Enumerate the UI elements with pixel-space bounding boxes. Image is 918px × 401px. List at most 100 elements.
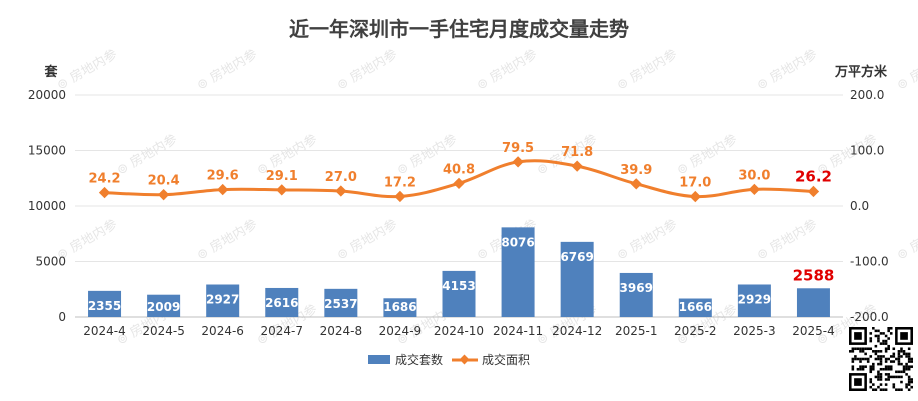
- watermark-text: ⊚ 房地内参: [194, 216, 260, 263]
- bar: [383, 298, 417, 317]
- right-tick-label: -100.0: [850, 255, 889, 269]
- line-value-label: 27.0: [325, 170, 357, 185]
- line-marker: [217, 183, 229, 196]
- left-tick-label: 0: [58, 310, 66, 324]
- x-tick-label: 2025-2: [674, 324, 717, 338]
- line-marker: [512, 156, 524, 168]
- x-tick-label: 2024-10: [434, 324, 484, 338]
- bar: [619, 272, 653, 317]
- bar: [737, 284, 771, 317]
- line-marker: [276, 184, 288, 196]
- x-tick-label: 2024-11: [493, 324, 543, 338]
- line-value-label: 29.6: [207, 169, 239, 184]
- bar-value-label: 4153: [442, 279, 475, 293]
- bar: [796, 288, 830, 317]
- x-tick-label: 2025-3: [733, 324, 776, 338]
- x-tick-label: 2024-4: [83, 324, 126, 338]
- watermark-text: ⊚ 房地内参: [674, 131, 740, 178]
- bar-series: [88, 227, 830, 317]
- line-value-label: 20.4: [148, 174, 180, 189]
- bar-value-label: 2355: [88, 299, 121, 313]
- legend-line-marker: [459, 354, 470, 365]
- bar: [501, 227, 535, 317]
- line-value-label: 29.1: [266, 169, 298, 184]
- x-tick-label: 2024-7: [261, 324, 304, 338]
- watermark-text: ⊚ 房地内参: [334, 46, 400, 93]
- line-marker: [98, 186, 111, 199]
- bar: [147, 294, 181, 317]
- watermark-text: ⊚ 房地内参: [194, 46, 260, 93]
- bar-value-label: 2616: [265, 296, 298, 310]
- line-value-label: 79.5: [502, 141, 534, 156]
- bar-value-label: 3969: [620, 281, 653, 295]
- bar: [206, 284, 240, 317]
- bar: [88, 290, 122, 317]
- x-tick-label: 2024-12: [552, 324, 602, 338]
- line-marker: [335, 185, 347, 197]
- watermark-text: ⊚ 房地内参: [894, 46, 918, 93]
- right-tick-label: -200.0: [850, 310, 889, 324]
- watermark-text: ⊚ 房地内参: [754, 216, 820, 263]
- bar: [560, 241, 594, 317]
- line-value-label: 30.0: [738, 168, 770, 183]
- line-marker: [748, 183, 761, 196]
- watermark-text: ⊚ 房地内参: [754, 46, 820, 93]
- legend-line-label: 成交面积: [482, 352, 530, 367]
- bar-value-label: 2927: [206, 293, 239, 307]
- left-axis-unit: 套: [43, 64, 58, 80]
- line-marker: [394, 190, 406, 203]
- line-value-label: 26.2: [795, 167, 832, 185]
- watermark-text: ⊚ 房地内参: [614, 46, 680, 93]
- bar-value-label: 1686: [383, 300, 416, 314]
- line-marker: [571, 160, 583, 172]
- left-tick-label: 15000: [28, 144, 66, 158]
- qr-code-image: [849, 327, 913, 391]
- right-axis-unit: 万平方米: [834, 64, 888, 80]
- line-marker: [807, 185, 820, 198]
- line-value-labels: 24.2 20.4 29.6 29.1 27.0 17.2 40.8 79.5 71.8 39.9…: [88, 141, 831, 191]
- bar: [678, 298, 712, 317]
- x-axis-ticks: 2024-4 2024-5 2024-6 2024-7 2024-8 2024-9 2024…: [83, 324, 834, 338]
- bar-value-label: 2537: [324, 297, 357, 311]
- x-tick-label: 2024-8: [320, 324, 363, 338]
- line-value-label: 40.8: [443, 162, 475, 177]
- line-marker: [630, 178, 642, 190]
- bar-value-labels: 2355 2009 2927 2616 2537 1686 4153 8076 6769 3969…: [88, 235, 835, 314]
- left-tick-label: 5000: [35, 255, 66, 269]
- bar-value-label: 1666: [679, 300, 712, 314]
- bar-value-label: 6769: [560, 250, 593, 264]
- bar-value-label: 2929: [738, 292, 771, 306]
- watermark-text: ⊚ 房地内参: [114, 131, 180, 178]
- line-markers: [98, 156, 820, 203]
- line-value-label: 17.0: [679, 176, 711, 191]
- x-tick-label: 2025-1: [615, 324, 658, 338]
- watermark-text: ⊚ 房地内参: [614, 216, 680, 263]
- bar: [442, 270, 476, 317]
- line-value-label: 24.2: [88, 172, 120, 187]
- watermark-text: ⊚ 房地内参: [474, 46, 540, 93]
- legend: 成交套数 成交面积: [368, 352, 530, 367]
- x-tick-label: 2024-5: [142, 324, 185, 338]
- line-marker: [453, 177, 465, 190]
- bar-value-label: 2588: [793, 266, 835, 284]
- line-marker: [157, 189, 170, 201]
- watermark-text: ⊚ 房地内参: [894, 216, 918, 263]
- bar-value-label: 8076: [501, 235, 534, 249]
- watermark-layer: ⊚ 房地内参 ⊚ 房地内参 ⊚ 房地内参 ⊚ 房地内参 ⊚ 房地内参 ⊚ 房地内参 ⊚ 房地…: [54, 46, 918, 348]
- line-marker: [689, 190, 701, 203]
- x-tick-label: 2025-4: [792, 324, 835, 338]
- right-axis-ticks: -200.0 -100.0 0.0 100.0 200.0: [850, 88, 889, 324]
- right-tick-label: 0.0: [850, 199, 869, 213]
- left-tick-label: 10000: [28, 199, 66, 213]
- x-tick-label: 2024-9: [379, 324, 422, 338]
- left-axis-ticks: 0 5000 10000 15000 20000: [28, 88, 66, 324]
- bar-value-label: 2009: [147, 300, 180, 314]
- line-value-label: 71.8: [561, 145, 593, 160]
- right-tick-label: 100.0: [850, 144, 884, 158]
- qr-code: [849, 327, 913, 391]
- x-tick-label: 2024-6: [201, 324, 244, 338]
- line-value-label: 17.2: [384, 175, 416, 190]
- bar: [324, 288, 358, 317]
- legend-bar-swatch: [368, 355, 390, 364]
